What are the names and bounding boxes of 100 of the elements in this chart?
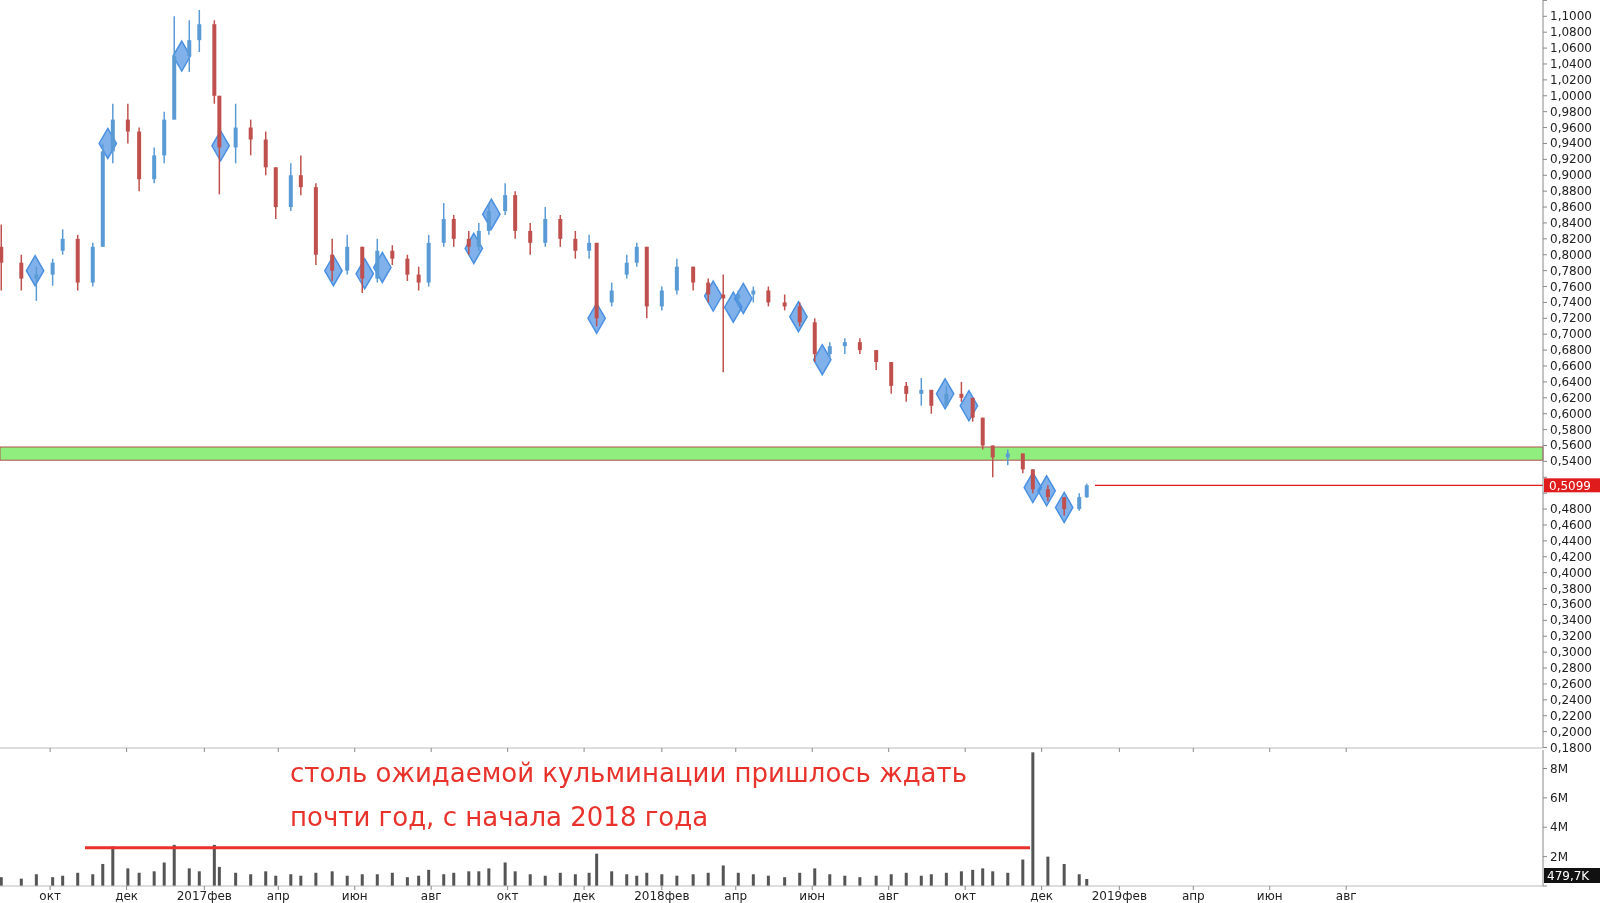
y-tick-label: 0,6800 xyxy=(1550,343,1592,358)
bar xyxy=(152,871,156,886)
y-tick-label: 0,2200 xyxy=(1550,708,1592,723)
candlestick xyxy=(721,273,726,374)
bar xyxy=(375,874,379,886)
x-tick-label: авг xyxy=(1335,889,1357,903)
y-tick-label: 0,2000 xyxy=(1550,724,1592,739)
bar xyxy=(467,871,471,886)
bar xyxy=(558,872,562,886)
y-tick-label: 0,6000 xyxy=(1550,406,1592,421)
candlestick xyxy=(990,444,995,479)
x-tick-label: окт xyxy=(496,889,519,903)
x-tick-label: авг xyxy=(420,889,442,903)
bar xyxy=(234,872,238,886)
bar xyxy=(187,868,191,886)
y-tick-label: 0,4000 xyxy=(1550,565,1592,580)
y-tick-label: 0,2800 xyxy=(1550,661,1592,676)
candlestick xyxy=(528,222,533,256)
bar xyxy=(1077,874,1081,886)
bar xyxy=(51,877,55,886)
y-tick-label: 0,7600 xyxy=(1550,279,1592,294)
bar xyxy=(595,853,599,886)
bar xyxy=(1062,863,1066,886)
bar xyxy=(889,874,893,886)
bar xyxy=(197,871,201,886)
bar xyxy=(289,874,293,886)
candlestick xyxy=(233,102,238,165)
y-tick-label: 0,6400 xyxy=(1550,374,1592,389)
bar xyxy=(330,871,334,886)
bar xyxy=(477,871,481,886)
candlestick xyxy=(416,265,421,292)
annotation: почти год, с начала 2018 года xyxy=(290,802,709,832)
y-tick-label: 0,2600 xyxy=(1550,676,1592,691)
x-tick-label: апр xyxy=(266,889,290,903)
x-tick-label: дек xyxy=(572,889,596,903)
x-tick-label: 2018фев xyxy=(634,889,690,903)
text: 479,7K xyxy=(1547,869,1591,883)
bar xyxy=(959,871,963,886)
x-tick-label: 2017фев xyxy=(176,889,232,903)
y-tick-label: 0,6600 xyxy=(1550,359,1592,374)
bar xyxy=(442,874,446,886)
bar xyxy=(904,872,908,886)
bar xyxy=(751,874,755,886)
bar xyxy=(503,862,507,886)
candlestick xyxy=(573,230,578,260)
bar xyxy=(76,872,80,886)
y-tick-label: 1,0400 xyxy=(1550,56,1592,71)
candlestick xyxy=(959,381,964,403)
y-tick-label: 0,7400 xyxy=(1550,295,1592,310)
bar xyxy=(0,877,3,886)
candlestick xyxy=(187,19,192,73)
candlestick xyxy=(476,222,481,252)
y-tick-label: 0,7000 xyxy=(1550,327,1592,342)
bar xyxy=(137,872,141,886)
candlestick xyxy=(558,214,563,248)
bar xyxy=(390,872,394,886)
y-tick-label: 0,6200 xyxy=(1550,390,1592,405)
y-tick-label: 0,5600 xyxy=(1550,438,1592,453)
bar xyxy=(1031,752,1035,886)
y-tick-label: 0,8000 xyxy=(1550,247,1592,262)
y-tick-label: 2M xyxy=(1550,849,1568,864)
y-tick-label: 0,4800 xyxy=(1550,502,1592,517)
y-tick-label: 0,3400 xyxy=(1550,613,1592,628)
candlestick xyxy=(674,257,679,296)
x-tick-label: 2019фев xyxy=(1091,889,1147,903)
bar xyxy=(573,874,577,886)
candlestick xyxy=(904,381,909,403)
bar xyxy=(264,871,268,886)
y-tick-label: 1,0800 xyxy=(1550,25,1592,40)
bar xyxy=(91,874,95,886)
bar xyxy=(691,874,695,886)
bar xyxy=(721,865,725,886)
bar xyxy=(314,872,318,886)
candlestick xyxy=(919,377,924,407)
candlestick xyxy=(441,202,446,248)
y-tick-label: 1,1000 xyxy=(1550,9,1592,24)
bar xyxy=(249,874,253,886)
y-tick-label: 1,0000 xyxy=(1550,88,1592,103)
bar xyxy=(427,869,431,886)
x-tick-label: авг xyxy=(878,889,900,903)
candlestick xyxy=(889,361,894,395)
candlestick xyxy=(624,253,629,280)
y-tick-label: 0,5800 xyxy=(1550,422,1592,437)
candlestick xyxy=(503,182,508,216)
candlestick xyxy=(1020,452,1025,475)
bar xyxy=(783,877,787,886)
candlestick xyxy=(345,234,350,276)
candlestick xyxy=(34,265,39,302)
candlestick xyxy=(1005,448,1010,467)
y-tick-label: 0,5400 xyxy=(1550,454,1592,469)
bar xyxy=(405,877,409,886)
x-tick-label: окт xyxy=(39,889,61,903)
bar xyxy=(645,872,649,886)
y-tick-label: 1,0200 xyxy=(1550,72,1592,87)
bar xyxy=(1021,859,1025,886)
bar xyxy=(828,874,832,886)
candlestick xyxy=(543,206,548,248)
x-tick-label: окт xyxy=(954,889,976,903)
bar xyxy=(1046,856,1050,886)
candlestick xyxy=(330,238,335,282)
